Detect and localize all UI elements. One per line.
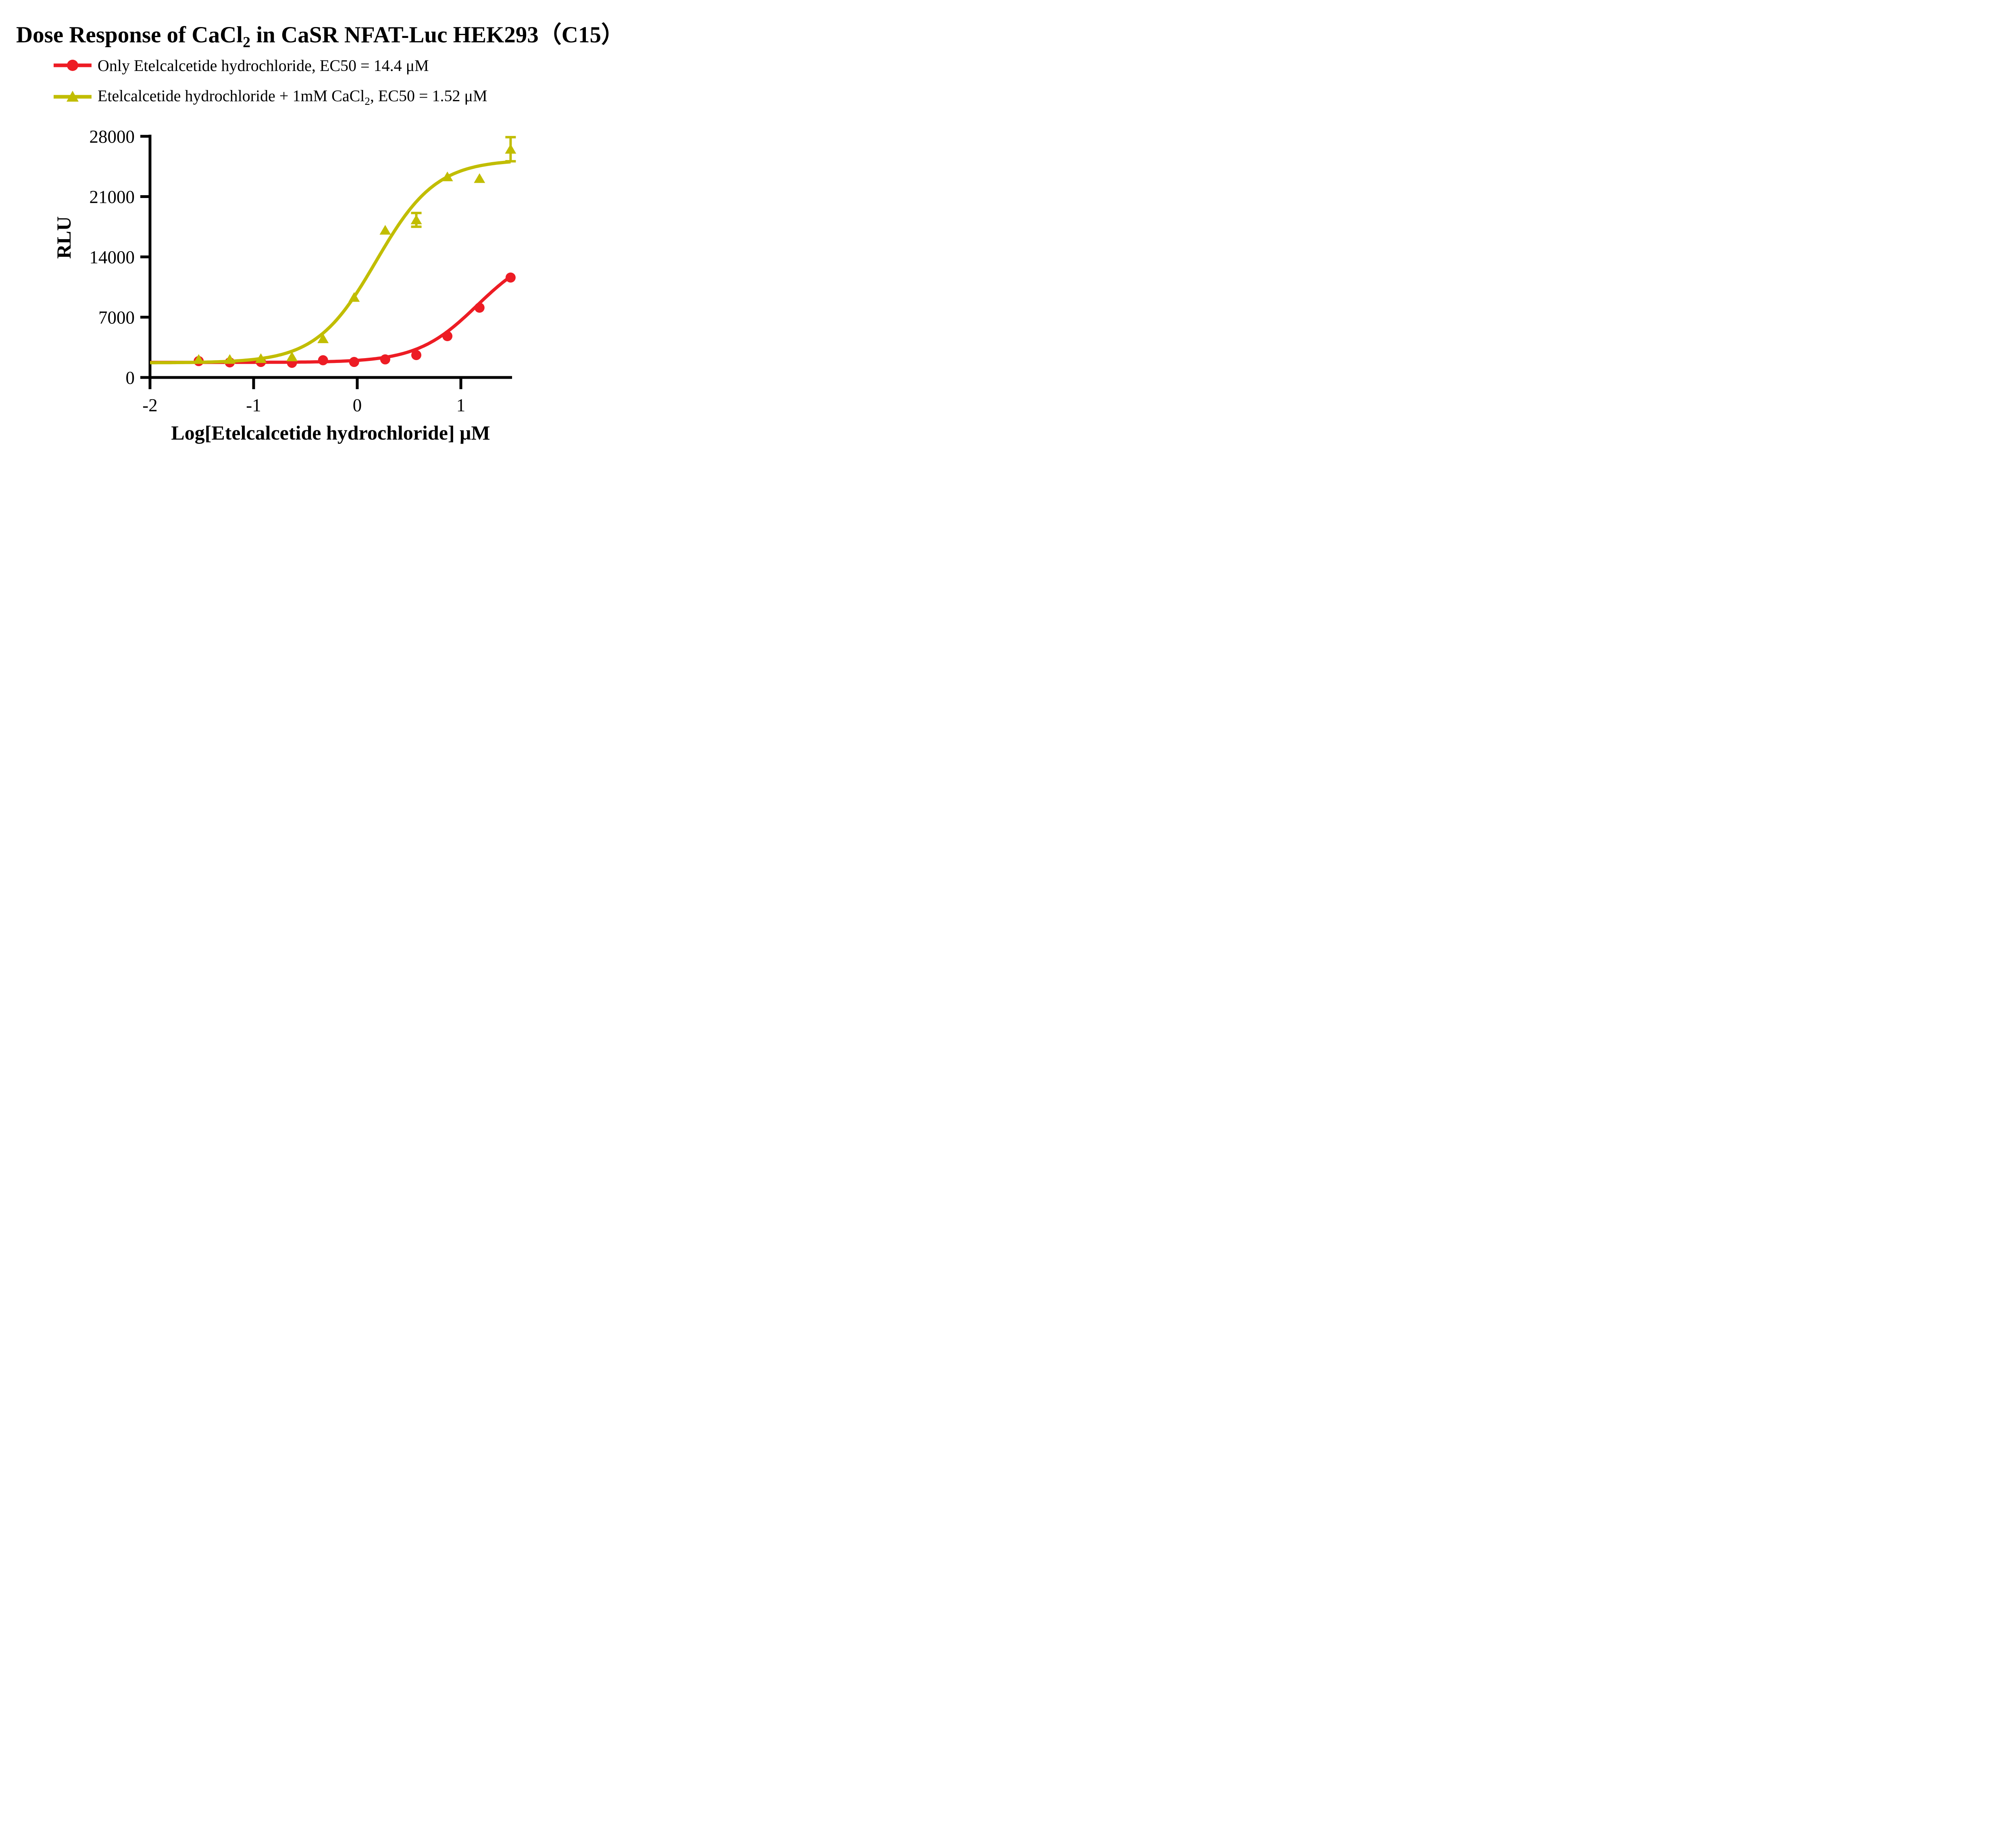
legend-label-yellow-text-2: , EC50 = 1.52 μM — [370, 86, 487, 105]
y-tick-label: 28000 — [90, 127, 135, 147]
data-point-circle — [505, 272, 516, 283]
legend-label-red-series: Only Etelcalcetide hydrochloride, EC50 =… — [98, 56, 429, 75]
data-point-triangle — [224, 354, 235, 364]
chart-figure: Dose Response of CaCl2 in CaSR NFAT-Luc … — [0, 0, 656, 456]
data-point-triangle — [193, 354, 204, 364]
y-tick-label: 0 — [126, 368, 135, 388]
y-tick-label: 14000 — [90, 247, 135, 267]
yellow-triangle-marker-icon — [54, 91, 92, 102]
y-tick-label: 21000 — [90, 187, 135, 207]
data-point-triangle — [410, 215, 422, 225]
data-point-triangle — [348, 292, 360, 302]
chart-title: Dose Response of CaCl2 in CaSR NFAT-Luc … — [16, 16, 624, 51]
data-point-circle — [380, 354, 390, 365]
plot-area: 0 7000 14000 21000 28000 -2 -1 0 1 — [90, 127, 516, 415]
y-axis-title: RLU — [52, 216, 75, 259]
red-circle-marker-icon — [54, 60, 92, 71]
legend-label-yellow-text: Etelcalcetide hydrochloride + 1mM CaCl — [98, 86, 365, 105]
x-tick-label: -1 — [246, 395, 261, 415]
data-point-circle — [349, 357, 359, 367]
x-tick-label: -2 — [142, 395, 158, 415]
data-point-circle — [411, 350, 421, 360]
data-point-triangle — [442, 171, 453, 181]
chart-title-text-2: in CaSR NFAT-Luc HEK293（C15） — [250, 22, 624, 48]
data-point-triangle — [474, 173, 485, 183]
fit-curve-circle — [150, 275, 512, 364]
legend-label-yellow-subscript: 2 — [364, 95, 370, 107]
legend-label-yellow-series: Etelcalcetide hydrochloride + 1mM CaCl2,… — [98, 86, 487, 108]
data-point-circle — [442, 331, 453, 341]
y-tick-label: 7000 — [98, 308, 135, 328]
data-point-triangle — [255, 353, 267, 363]
x-axis-title: Log[Etelcalcetide hydrochloride] μM — [171, 421, 490, 444]
x-tick-label: 1 — [456, 395, 466, 415]
data-point-circle — [474, 302, 485, 313]
fit-curve-triangle — [150, 160, 511, 365]
data-point-circle — [318, 355, 328, 365]
data-point-triangle — [317, 333, 329, 343]
chart-title-text: Dose Response of CaCl — [16, 22, 243, 48]
data-point-triangle — [379, 225, 391, 235]
x-tick-label: 0 — [353, 395, 362, 415]
legend-item-yellow-series: Etelcalcetide hydrochloride + 1mM CaCl2,… — [52, 85, 487, 108]
data-point-triangle — [286, 351, 298, 361]
chart-title-subscript: 2 — [243, 34, 251, 51]
legend-item-red-series: Only Etelcalcetide hydrochloride, EC50 =… — [52, 54, 429, 77]
data-point-triangle — [505, 144, 516, 154]
